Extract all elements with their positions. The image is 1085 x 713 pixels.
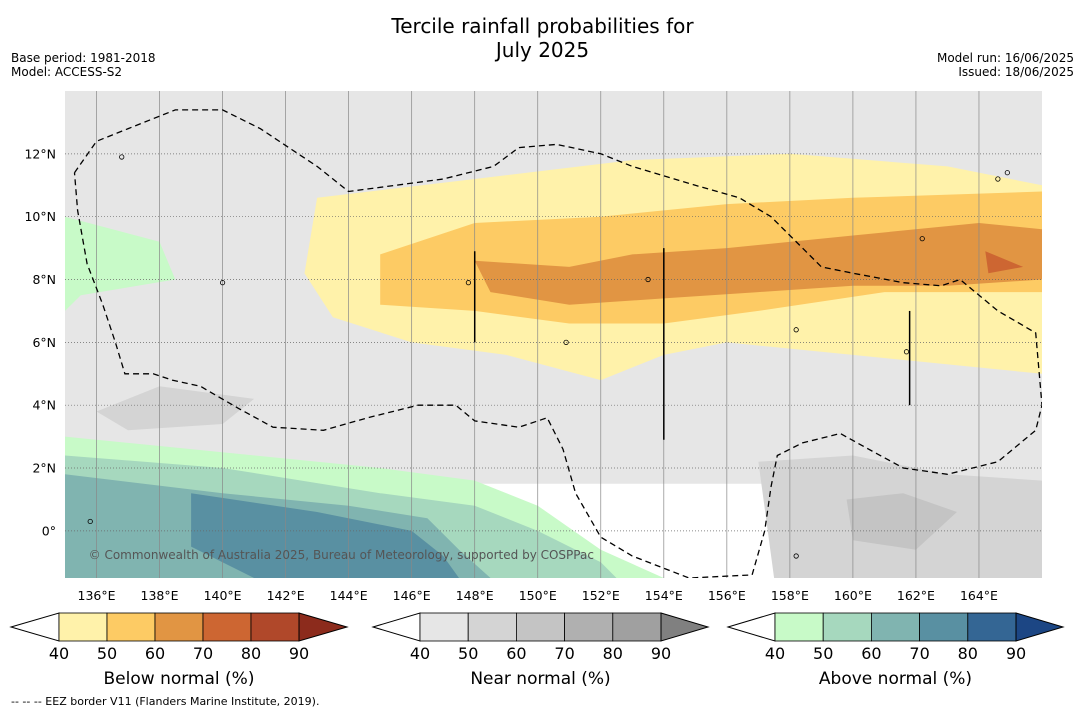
colorbar-2-tick-2: 60 [861,644,881,663]
colorbar-0-swatch-0 [58,612,108,642]
colorbar-2-swatch-0 [774,612,824,642]
island-3 [563,339,569,345]
colorbar-1-tick-1: 50 [458,644,478,663]
attribution-text: © Commonwealth of Australia 2025, Bureau… [89,548,594,562]
eez-border [73,109,1042,578]
x-tick-label-3: 142°E [267,588,305,603]
colorbar-2-swatch-3 [919,612,969,642]
base-period: Base period: 1981-2018 [11,51,156,65]
colorbar-2-tick-4: 80 [958,644,978,663]
y-tick-label-0: 12°N [24,146,56,161]
y-tick-label-2: 8°N [32,272,56,287]
model-name: Model: ACCESS-S2 [11,65,123,79]
y-tick-label-1: 10°N [24,209,56,224]
colorbar-0-tick-0: 40 [49,644,69,663]
probability-region-near-12 [96,386,255,431]
island-2 [465,280,472,286]
x-tick-label-4: 144°E [330,588,368,603]
colorbar-1-tick-3: 70 [554,644,574,663]
island-7 [919,236,925,242]
colorbar-2-swatch-1 [822,612,872,642]
colorbar-2-swatch-2 [871,612,921,642]
meta-right: Model run: 16/06/2025 Issued: 18/06/2025 [937,51,1074,79]
colorbar-1-tick-5: 90 [651,644,671,663]
probability-region-near-11 [846,493,957,550]
chart-title-line1: Tercile rainfall probabilities for [391,14,694,38]
x-tick-label-13: 162°E [897,588,935,603]
meta-left: Base period: 1981-2018 Model: ACCESS-S2 [11,51,156,79]
x-tick-label-11: 158°E [771,588,809,603]
x-tick-label-8: 152°E [582,588,620,603]
colorbar-1-swatch-2 [516,612,566,642]
colorbar-2-tick-0: 40 [765,644,785,663]
x-tick-label-6: 148°E [456,588,494,603]
x-tick-label-7: 150°E [519,588,557,603]
eez-footnote: -- -- -- EEZ border V11 (Flanders Marine… [11,695,320,708]
x-tick-label-14: 164°E [960,588,998,603]
issued-date: Issued: 18/06/2025 [958,65,1074,79]
colorbar-2-tick-1: 50 [813,644,833,663]
colorbar-0-tick-4: 80 [241,644,261,663]
island-4 [645,276,651,283]
probability-region-below-3 [474,223,1042,305]
colorbar-1-swatch-3 [564,612,614,642]
colorbar-1-tick-0: 40 [410,644,430,663]
x-tick-label-5: 146°E [393,588,431,603]
x-tick-label-0: 136°E [78,588,116,603]
x-tick-label-9: 154°E [645,588,683,603]
colorbar-0-swatch-2 [154,612,204,642]
island-11 [87,518,93,525]
plot-area: © Commonwealth of Australia 2025, Bureau… [65,91,1042,578]
island-1 [219,280,226,286]
island-6 [903,349,910,355]
colorbar-2-label: Above normal (%) [819,669,972,689]
colorbar-1-tick-2: 60 [506,644,526,663]
colorbar-2-swatch-4 [967,612,1017,642]
colorbar-2-tick-3: 70 [909,644,929,663]
colorbar-1-swatch-0 [419,612,469,642]
y-tick-label-6: 0° [42,523,56,538]
y-tick-label-5: 2°N [32,461,56,476]
colorbar-0-tick-5: 90 [289,644,309,663]
x-tick-label-1: 138°E [141,588,179,603]
colorbar-0-tick-2: 60 [145,644,165,663]
probability-region-above-9 [65,216,176,311]
x-tick-label-2: 140°E [204,588,242,603]
colorbar-0-swatch-4 [250,612,300,642]
colorbar-1-upper-extension [660,612,710,642]
y-tick-label-4: 4°N [32,398,56,413]
colorbar-1-tick-4: 80 [603,644,623,663]
y-tick-label-3: 6°N [32,335,56,350]
island-5 [793,327,799,333]
colorbar-2-tick-5: 90 [1006,644,1026,663]
colorbar-0-lower-extension [9,612,60,642]
island-8 [995,176,1001,182]
x-tick-label-12: 160°E [834,588,872,603]
island-10 [793,553,799,559]
island-9 [1004,170,1010,176]
model-run: Model run: 16/06/2025 [936,51,1074,65]
colorbar-1-label: Near normal (%) [470,669,610,689]
island-0 [119,154,125,160]
colorbar-0-swatch-3 [202,612,252,642]
probability-region-above-8 [191,493,459,578]
colorbar-1-swatch-1 [467,612,517,642]
probability-region-below-4 [985,251,1024,274]
x-tick-label-10: 156°E [708,588,746,603]
chart-title: Tercile rainfall probabilities for July … [0,14,1085,62]
colorbar-1-swatch-4 [612,612,662,642]
colorbar-0-tick-3: 70 [193,644,213,663]
colorbar-0-upper-extension [298,612,349,642]
colorbar-0-swatch-1 [106,612,156,642]
colorbar-0-tick-1: 50 [97,644,117,663]
colorbar-2-lower-extension [726,612,776,642]
chart-title-line2: July 2025 [495,38,590,62]
colorbar-2-upper-extension [1015,612,1065,642]
colorbar-0-label: Below normal (%) [104,669,255,689]
colorbar-1-lower-extension [371,612,421,642]
